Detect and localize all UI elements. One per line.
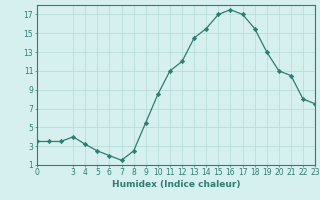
X-axis label: Humidex (Indice chaleur): Humidex (Indice chaleur) [112, 180, 240, 189]
